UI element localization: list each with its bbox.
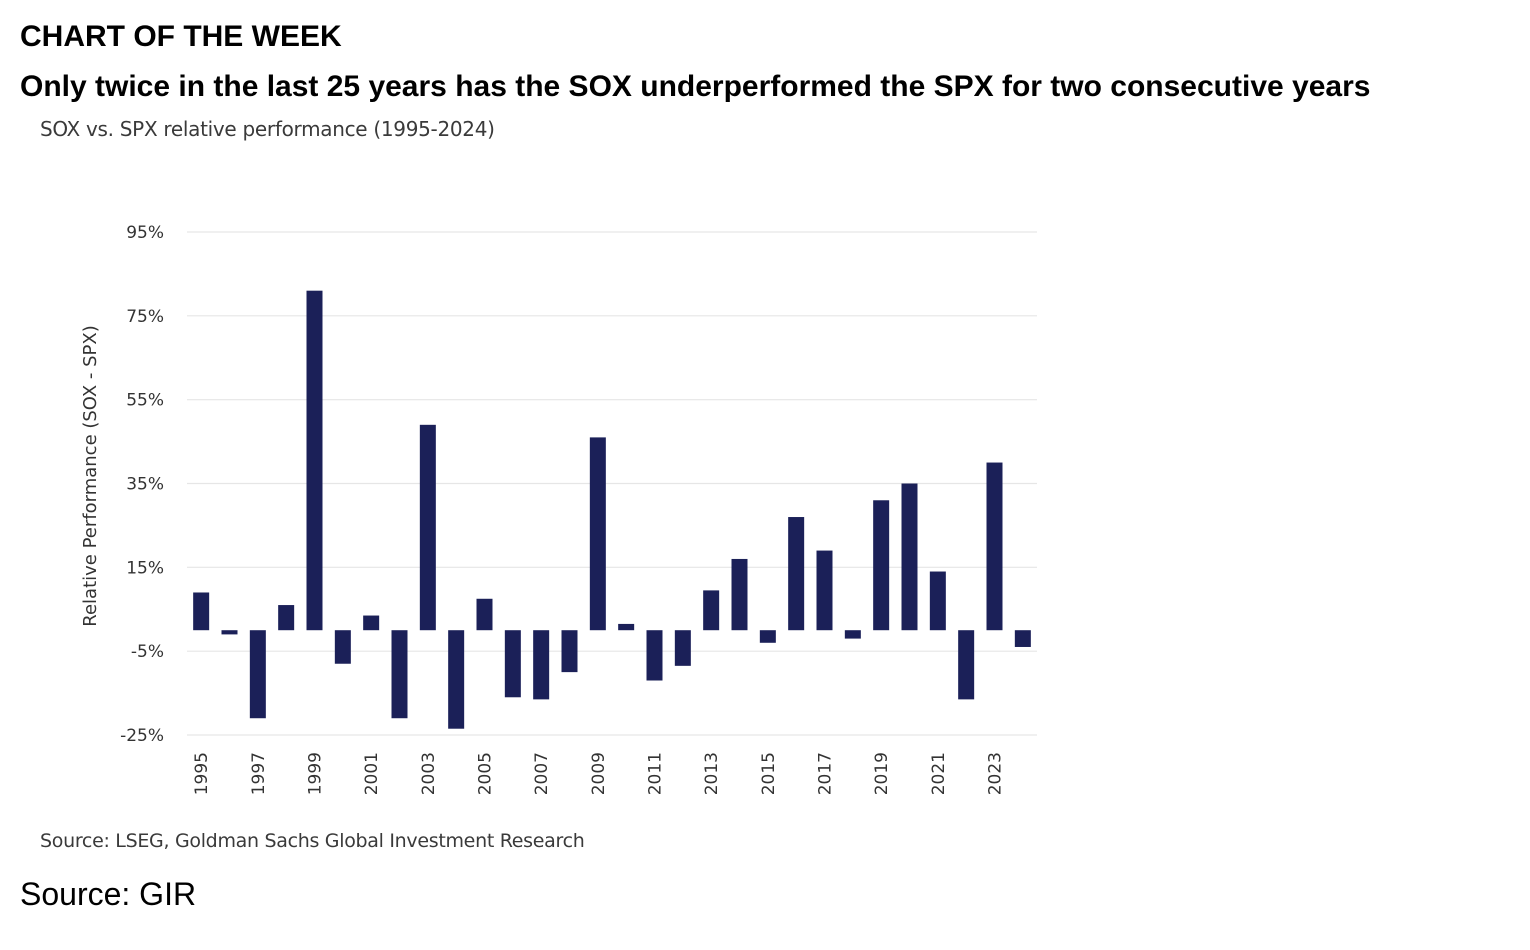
x-tick-label: 2015	[759, 752, 779, 795]
bar-1999	[306, 290, 323, 631]
bar-2022	[958, 630, 975, 700]
y-tick-label: 75%	[126, 307, 164, 327]
x-tick-label: 2011	[646, 752, 666, 795]
bar-1996	[221, 630, 238, 635]
bar-2017	[816, 550, 833, 631]
chart-source: Source: LSEG, Goldman Sachs Global Inves…	[40, 830, 585, 852]
bar-2021	[929, 571, 946, 631]
y-tick-label: -25%	[120, 726, 164, 746]
chart-title: SOX vs. SPX relative performance (1995-2…	[40, 117, 495, 141]
page-source: Source: GIR	[20, 876, 197, 912]
bar-2002	[391, 630, 408, 719]
bar-2012	[674, 630, 691, 666]
bar-2018	[844, 630, 861, 639]
y-tick-label: 55%	[126, 391, 164, 411]
y-axis-title: Relative Performance (SOX - SPX)	[80, 325, 101, 626]
x-tick-label: 2023	[986, 752, 1006, 795]
y-tick-label: -5%	[131, 642, 164, 662]
headline: Only twice in the last 25 years has the …	[20, 70, 1371, 103]
x-tick-label: 2013	[702, 752, 722, 795]
bar-2006	[504, 630, 521, 698]
bar-2000	[334, 630, 351, 664]
bar-2005	[476, 598, 493, 631]
x-tick-label: 2003	[419, 752, 439, 795]
bar-2009	[589, 437, 606, 631]
bar-2008	[561, 630, 578, 673]
bar-2001	[363, 615, 380, 631]
bar-2023	[986, 462, 1003, 631]
x-tick-label: 1997	[249, 752, 269, 795]
bar-2016	[788, 517, 805, 631]
x-tick-label: 2001	[362, 752, 382, 795]
bar-1997	[249, 630, 266, 719]
x-tick-label: 1999	[306, 752, 326, 795]
x-tick-label: 2009	[589, 752, 609, 795]
bars	[193, 290, 1031, 729]
bar-2015	[759, 630, 776, 643]
bar-2013	[703, 590, 720, 631]
bar-2003	[419, 424, 436, 631]
bar-2010	[618, 623, 635, 631]
bar-2014	[731, 558, 748, 631]
x-tick-label: 2019	[872, 752, 892, 795]
y-tick-label: 35%	[126, 475, 164, 495]
gridlines	[187, 231, 1037, 736]
y-tick-label: 15%	[126, 558, 164, 578]
bar-1998	[278, 605, 295, 631]
bar-2004	[448, 630, 465, 729]
x-tick-label: 1995	[192, 752, 212, 795]
bar-2007	[533, 630, 550, 700]
bar-2024	[1014, 630, 1031, 647]
header-label: CHART OF THE WEEK	[20, 20, 342, 53]
bar-2020	[901, 483, 918, 631]
x-tick-label: 2017	[816, 752, 836, 795]
bar-2019	[873, 500, 890, 631]
bar-1995	[193, 592, 210, 631]
y-axis-ticks: 95% 75% 55% 35% 15% -5% -25%	[120, 223, 164, 746]
x-tick-label: 2005	[476, 752, 496, 795]
x-axis-ticks: 1995 1997 1999 2001 2003 2005 2007 2009 2011 2013…	[192, 752, 1005, 795]
x-tick-label: 2007	[532, 752, 552, 795]
x-tick-label: 2021	[929, 752, 949, 795]
bar-2011	[646, 630, 663, 681]
y-tick-label: 95%	[126, 223, 164, 243]
